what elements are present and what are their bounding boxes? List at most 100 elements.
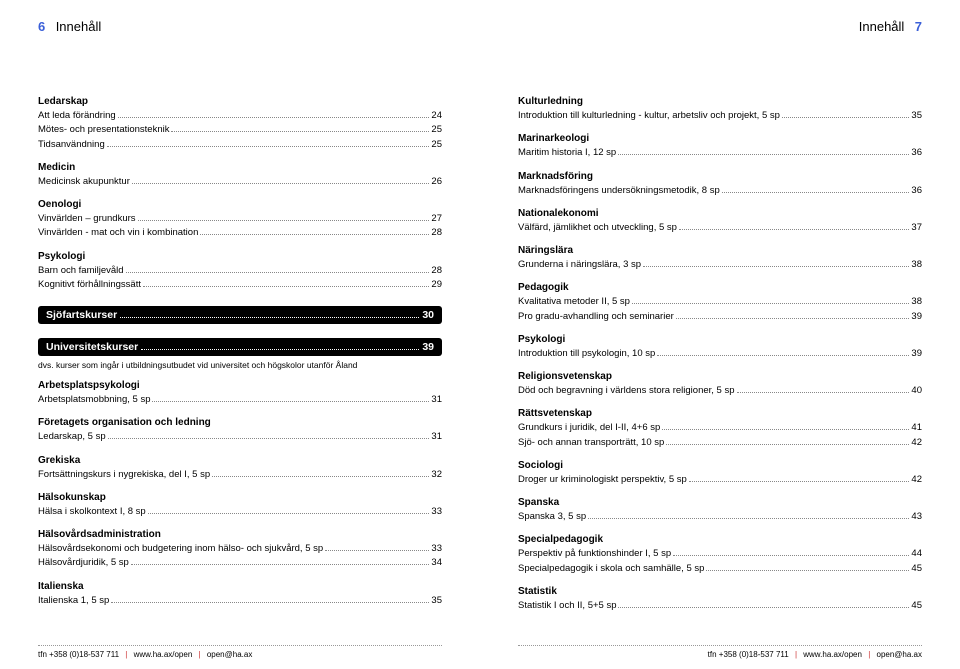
toc-section-title: Hälsokunskap bbox=[38, 492, 442, 503]
toc-entry-page: 26 bbox=[431, 175, 442, 189]
toc-entry-page: 34 bbox=[431, 556, 442, 570]
toc-entry-label: Marknadsföringens undersökningsmetodik, … bbox=[518, 184, 720, 198]
toc-section-title: Rättsvetenskap bbox=[518, 408, 922, 419]
toc-entry-page: 31 bbox=[431, 430, 442, 444]
left-header-label: Innehåll bbox=[56, 19, 102, 34]
toc-entry-label: Fortsättningskurs i nygrekiska, del I, 5… bbox=[38, 468, 210, 482]
toc-section-title: Marinarkeologi bbox=[518, 133, 922, 144]
toc-leader-dots bbox=[171, 131, 429, 132]
toc-entry-page: 28 bbox=[431, 226, 442, 240]
toc-entry-page: 42 bbox=[911, 473, 922, 487]
toc-entry: Kognitivt förhållningssätt 29 bbox=[38, 278, 442, 292]
toc-chapter-chip: Universitetskurser39 bbox=[38, 338, 442, 356]
toc-leader-dots bbox=[107, 146, 430, 147]
footer-email: open@ha.ax bbox=[877, 650, 923, 659]
chip-label: Sjöfartskurser bbox=[46, 309, 117, 321]
toc-entry: Grundkurs i juridik, del I-II, 4+6 sp41 bbox=[518, 421, 922, 435]
toc-section-title: Sociologi bbox=[518, 460, 922, 471]
toc-leader-dots bbox=[782, 117, 910, 118]
chip-subnote: dvs. kurser som ingår i utbildningsutbud… bbox=[38, 360, 442, 370]
toc-section-title: Företagets organisation och ledning bbox=[38, 417, 442, 428]
toc-entry-label: Medicinsk akupunktur bbox=[38, 175, 130, 189]
toc-entry-label: Tidsanvändning bbox=[38, 138, 105, 152]
toc-entry: Specialpedagogik i skola och samhälle, 5… bbox=[518, 562, 922, 576]
toc-entry: Välfärd, jämlikhet och utveckling, 5 sp3… bbox=[518, 221, 922, 235]
toc-entry-page: 25 bbox=[431, 123, 442, 137]
toc-entry: Hälsa i skolkontext I, 8 sp33 bbox=[38, 505, 442, 519]
toc-entry: Pro gradu-avhandling och seminarier39 bbox=[518, 310, 922, 324]
right-content: Kulturledning Introduktion till kulturled… bbox=[518, 96, 922, 613]
toc-entry-label: Maritim historia I, 12 sp bbox=[518, 146, 616, 160]
toc-entry-label: Italienska 1, 5 sp bbox=[38, 594, 109, 608]
toc-entry-label: Kognitivt förhållningssätt bbox=[38, 278, 141, 292]
toc-entry: Hälsovårdsekonomi och budgetering inom h… bbox=[38, 542, 442, 556]
right-page-number: 7 bbox=[915, 19, 922, 34]
toc-leader-dots bbox=[118, 117, 430, 118]
toc-entry-page: 35 bbox=[911, 109, 922, 123]
toc-leader-dots bbox=[138, 220, 430, 221]
toc-entry-label: Grunderna i näringslära, 3 sp bbox=[518, 258, 641, 272]
toc-entry-label: Hälsovårdjuridik, 5 sp bbox=[38, 556, 129, 570]
toc-section-title: Psykologi bbox=[38, 251, 442, 262]
toc-leader-dots bbox=[126, 272, 430, 273]
toc-entry: Maritim historia I, 12 sp 36 bbox=[518, 146, 922, 160]
toc-entry-label: Kvalitativa metoder II, 5 sp bbox=[518, 295, 630, 309]
toc-entry-page: 33 bbox=[431, 505, 442, 519]
toc-entry-page: 45 bbox=[911, 562, 922, 576]
toc-leader-dots bbox=[689, 481, 910, 482]
toc-section-title: Arbetsplatspsykologi bbox=[38, 380, 442, 391]
toc-entry: Ledarskap, 5 sp31 bbox=[38, 430, 442, 444]
toc-leader-dots bbox=[632, 303, 909, 304]
toc-leader-dots bbox=[706, 570, 909, 571]
toc-entry-page: 38 bbox=[911, 295, 922, 309]
toc-chapter-chip: Sjöfartskurser30 bbox=[38, 306, 442, 324]
toc-entry: Grunderna i näringslära, 3 sp 38 bbox=[518, 258, 922, 272]
toc-entry-page: 36 bbox=[911, 146, 922, 160]
toc-section-title: Pedagogik bbox=[518, 282, 922, 293]
toc-section-title: Oenologi bbox=[38, 199, 442, 210]
toc-entry-page: 29 bbox=[431, 278, 442, 292]
toc-section-title: Italienska bbox=[38, 581, 442, 592]
footer-email: open@ha.ax bbox=[207, 650, 253, 659]
footer-phone: tfn +358 (0)18-537 711 bbox=[38, 650, 119, 659]
toc-entry: Introduktion till kulturledning - kultur… bbox=[518, 109, 922, 123]
right-header: Innehåll 7 bbox=[518, 18, 922, 36]
right-header-label: Innehåll bbox=[859, 19, 905, 34]
toc-leader-dots bbox=[737, 392, 910, 393]
toc-entry: Introduktion till psykologin, 10 sp39 bbox=[518, 347, 922, 361]
toc-entry-label: Spanska 3, 5 sp bbox=[518, 510, 586, 524]
toc-leader-dots bbox=[325, 550, 429, 551]
toc-leader-dots bbox=[676, 318, 910, 319]
toc-section-title: Specialpedagogik bbox=[518, 534, 922, 545]
toc-entry-page: 45 bbox=[911, 599, 922, 613]
toc-leader-dots bbox=[618, 154, 909, 155]
toc-entry: Marknadsföringens undersökningsmetodik, … bbox=[518, 184, 922, 198]
chip-label: Universitetskurser bbox=[46, 341, 138, 353]
toc-entry-label: Sjö- och annan transporträtt, 10 sp bbox=[518, 436, 664, 450]
toc-section-title: Marknadsföring bbox=[518, 171, 922, 182]
toc-entry: Barn och familjevåld28 bbox=[38, 264, 442, 278]
toc-leader-dots bbox=[143, 286, 429, 287]
toc-entry-label: Specialpedagogik i skola och samhälle, 5… bbox=[518, 562, 704, 576]
toc-leader-dots bbox=[108, 438, 430, 439]
toc-entry: Vinvärlden – grundkurs27 bbox=[38, 212, 442, 226]
toc-entry-label: Mötes- och presentationsteknik bbox=[38, 123, 169, 137]
toc-entry-page: 25 bbox=[431, 138, 442, 152]
chip-leader-dots bbox=[141, 349, 419, 350]
toc-section-title: Medicin bbox=[38, 162, 442, 173]
toc-leader-dots bbox=[152, 401, 429, 402]
toc-leader-dots bbox=[131, 564, 430, 565]
footer-url: www.ha.ax/open bbox=[803, 650, 862, 659]
toc-section-title: Nationalekonomi bbox=[518, 208, 922, 219]
toc-leader-dots bbox=[722, 192, 910, 193]
toc-entry-label: Arbetsplatsmobbning, 5 sp bbox=[38, 393, 150, 407]
toc-entry: Droger ur kriminologiskt perspektiv, 5 s… bbox=[518, 473, 922, 487]
toc-entry: Spanska 3, 5 sp43 bbox=[518, 510, 922, 524]
toc-entry: Hälsovårdjuridik, 5 sp 34 bbox=[38, 556, 442, 570]
toc-section-title: Kulturledning bbox=[518, 96, 922, 107]
toc-entry-page: 24 bbox=[431, 109, 442, 123]
toc-section-title: Spanska bbox=[518, 497, 922, 508]
right-page: Innehåll 7 Kulturledning Introduktion til… bbox=[480, 0, 960, 669]
footer-phone: tfn +358 (0)18-537 711 bbox=[708, 650, 789, 659]
toc-entry-page: 38 bbox=[911, 258, 922, 272]
